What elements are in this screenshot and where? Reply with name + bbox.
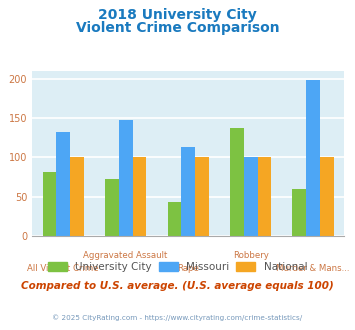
Bar bbox=[43, 172, 56, 236]
Bar bbox=[119, 120, 132, 236]
Bar bbox=[195, 157, 209, 236]
Bar bbox=[168, 202, 181, 236]
Text: © 2025 CityRating.com - https://www.cityrating.com/crime-statistics/: © 2025 CityRating.com - https://www.city… bbox=[53, 314, 302, 321]
Bar bbox=[132, 157, 146, 236]
Text: Robbery: Robbery bbox=[233, 251, 269, 260]
Bar bbox=[320, 157, 334, 236]
Bar bbox=[293, 189, 306, 236]
Bar bbox=[244, 157, 257, 236]
Text: Rape: Rape bbox=[177, 264, 199, 273]
Legend: University City, Missouri, National: University City, Missouri, National bbox=[44, 258, 311, 276]
Text: Aggravated Assault: Aggravated Assault bbox=[83, 251, 168, 260]
Bar bbox=[70, 157, 84, 236]
Text: All Violent Crime: All Violent Crime bbox=[27, 264, 99, 273]
Bar bbox=[230, 127, 244, 236]
Text: 2018 University City: 2018 University City bbox=[98, 8, 257, 22]
Bar bbox=[56, 132, 70, 236]
Bar bbox=[181, 147, 195, 236]
Bar bbox=[306, 80, 320, 236]
Bar bbox=[105, 180, 119, 236]
Text: Violent Crime Comparison: Violent Crime Comparison bbox=[76, 21, 279, 35]
Text: Compared to U.S. average. (U.S. average equals 100): Compared to U.S. average. (U.S. average … bbox=[21, 281, 334, 291]
Bar bbox=[257, 157, 271, 236]
Text: Murder & Mans...: Murder & Mans... bbox=[276, 264, 350, 273]
